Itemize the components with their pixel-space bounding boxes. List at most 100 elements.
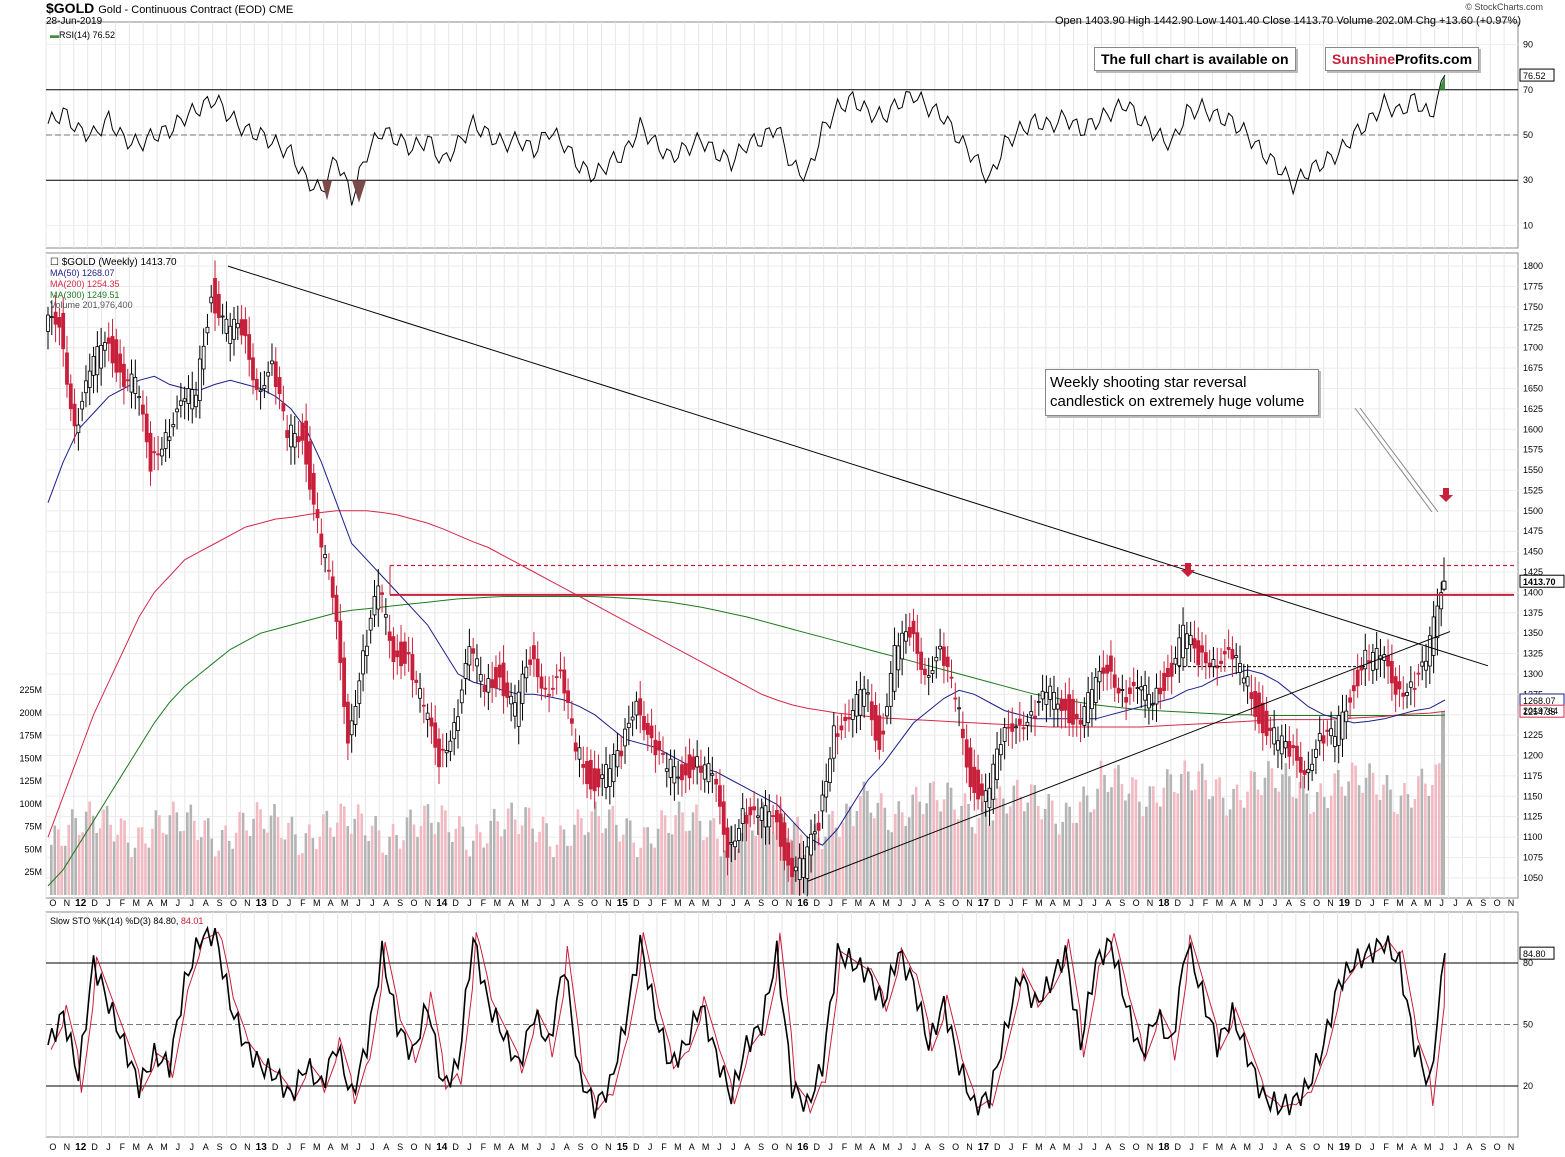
volume-bar bbox=[144, 843, 147, 895]
volume-bar bbox=[548, 846, 552, 895]
candle-body bbox=[190, 389, 195, 410]
volume-bar bbox=[426, 804, 430, 895]
volume-bar bbox=[897, 801, 901, 895]
month-label: O bbox=[772, 898, 779, 908]
volume-bar bbox=[259, 809, 262, 895]
volume-bar bbox=[632, 842, 636, 895]
volume-bar bbox=[409, 809, 412, 895]
candle-body bbox=[1344, 710, 1349, 723]
volume-bar bbox=[618, 841, 622, 895]
month-label: J bbox=[731, 898, 736, 908]
candle-body bbox=[1112, 674, 1117, 688]
volume-bar bbox=[1312, 811, 1316, 895]
candle-body bbox=[258, 389, 263, 392]
volume-bar bbox=[1333, 773, 1336, 895]
volume-bar bbox=[824, 836, 827, 895]
month-label: M bbox=[1424, 898, 1432, 908]
candle-body bbox=[543, 687, 548, 690]
candle-body bbox=[877, 715, 882, 750]
volume-bar bbox=[1138, 801, 1141, 895]
candle-body bbox=[175, 408, 179, 413]
volume-bar bbox=[1228, 809, 1232, 895]
candle-body bbox=[1435, 605, 1440, 639]
volume-bar bbox=[88, 801, 91, 895]
volume-bar bbox=[370, 825, 374, 895]
volume-bar bbox=[356, 804, 360, 895]
candle-body bbox=[596, 768, 601, 788]
candle-body bbox=[273, 361, 278, 388]
month-label: A bbox=[689, 898, 695, 908]
volume-bar bbox=[935, 800, 939, 895]
candle-body bbox=[634, 700, 639, 716]
month-label: 19 bbox=[1339, 1142, 1351, 1153]
volume-bar bbox=[604, 828, 608, 895]
volume-bar bbox=[918, 801, 921, 895]
volume-bar bbox=[900, 812, 904, 895]
volume-bar bbox=[590, 811, 594, 895]
volume-bar bbox=[1071, 823, 1075, 895]
price-tick-label: 1200 bbox=[1523, 751, 1543, 761]
candle-body bbox=[801, 858, 806, 878]
volume-bar bbox=[98, 828, 102, 895]
candle-body bbox=[235, 323, 240, 329]
falling-trendline bbox=[227, 265, 1489, 667]
candle-body bbox=[490, 679, 495, 688]
candle-body bbox=[1401, 692, 1406, 697]
candle-body bbox=[1173, 657, 1178, 665]
candle-body bbox=[1203, 652, 1208, 664]
candle-body bbox=[1393, 676, 1398, 695]
volume-bar bbox=[1340, 786, 1343, 895]
volume-bar bbox=[880, 793, 883, 895]
sunshine-profits-link[interactable]: SunshineProfits.com bbox=[1325, 47, 1480, 71]
candle-body bbox=[1439, 592, 1444, 610]
month-label: J bbox=[828, 1142, 833, 1152]
shooting-star-body bbox=[1441, 580, 1447, 590]
month-label: M bbox=[1035, 1142, 1043, 1152]
volume-bar bbox=[775, 815, 778, 895]
volume-bar bbox=[1099, 760, 1103, 895]
month-label: N bbox=[966, 1142, 973, 1152]
month-label: M bbox=[855, 1142, 863, 1152]
volume-bar bbox=[1036, 805, 1040, 895]
candle-body bbox=[323, 554, 328, 559]
callout-line bbox=[1354, 407, 1433, 513]
candle-body bbox=[706, 763, 711, 783]
candle-body bbox=[748, 806, 753, 816]
candle-body bbox=[558, 669, 563, 672]
price-tick-label: 1450 bbox=[1523, 547, 1543, 557]
candle-body bbox=[638, 698, 643, 716]
month-label: S bbox=[939, 1142, 945, 1152]
volume-bar bbox=[876, 802, 880, 895]
month-label: J bbox=[370, 1142, 375, 1152]
candle-body bbox=[201, 345, 206, 370]
month-label: S bbox=[397, 1142, 403, 1152]
candle-body bbox=[1291, 745, 1296, 749]
price-tick-label: 1475 bbox=[1523, 526, 1543, 536]
month-label: A bbox=[744, 898, 750, 908]
candle-body bbox=[991, 763, 996, 800]
month-label: D bbox=[272, 898, 279, 908]
candle-body bbox=[91, 355, 96, 376]
month-label: M bbox=[1216, 898, 1224, 908]
volume-bar bbox=[768, 828, 772, 895]
candle-body bbox=[61, 312, 66, 350]
volume-bar bbox=[241, 812, 245, 895]
volume-bar bbox=[513, 819, 517, 895]
month-label: F bbox=[1203, 898, 1209, 908]
month-label: M bbox=[494, 1142, 502, 1152]
month-label: A bbox=[1466, 898, 1472, 908]
chart-title: $GOLD Gold - Continuous Contract (EOD) CM… bbox=[46, 0, 294, 16]
volume-bar bbox=[1207, 799, 1211, 895]
candle-body bbox=[129, 373, 134, 393]
candle-body bbox=[926, 675, 931, 678]
candle-body bbox=[1363, 649, 1368, 670]
volume-bar bbox=[199, 837, 203, 895]
volume-bar bbox=[430, 822, 433, 895]
volume-bar bbox=[1023, 811, 1026, 895]
candle-body bbox=[892, 645, 897, 692]
candle-body bbox=[171, 424, 176, 428]
candle-body bbox=[573, 742, 578, 752]
candle-body bbox=[232, 318, 236, 340]
volume-bar bbox=[608, 809, 611, 895]
volume-bar bbox=[573, 824, 576, 895]
